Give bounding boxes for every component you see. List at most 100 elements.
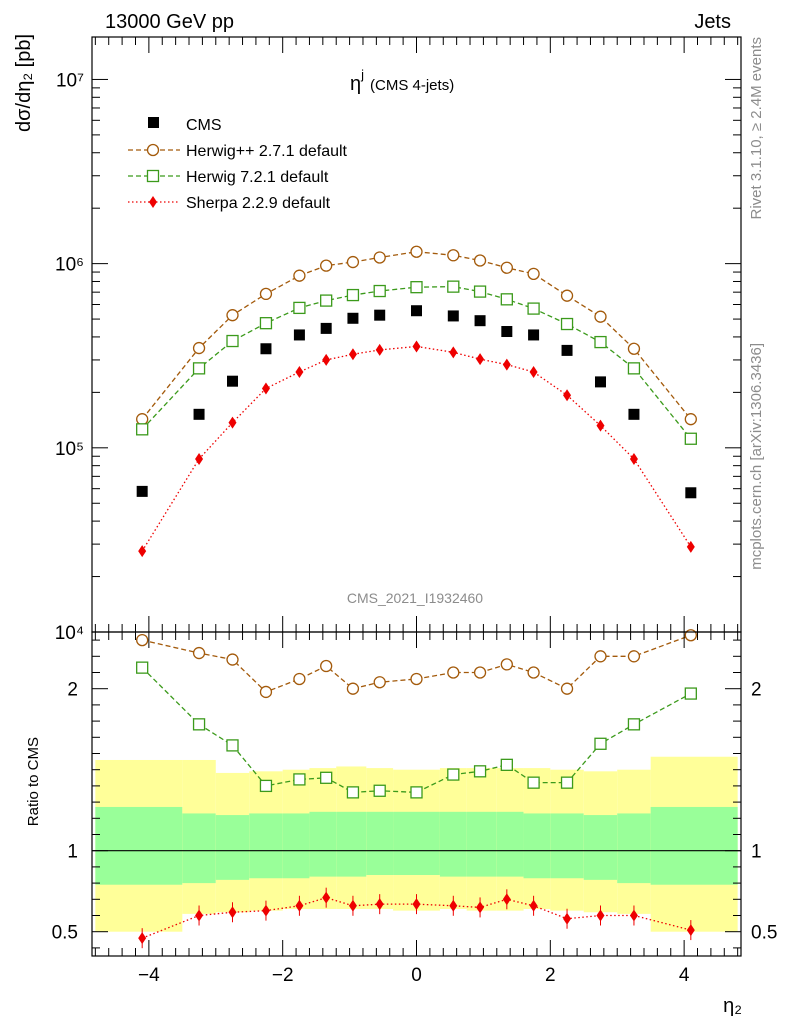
ratio-point — [560, 776, 574, 789]
data-point — [320, 294, 333, 307]
legend-sherpa-label: Sherpa 2.2.9 default — [186, 195, 331, 212]
main-plot-area: 10⁴ 10⁵ 10⁶ 10⁷ — [55, 36, 742, 644]
legend: CMS Herwig++ 2.7.1 default Herwig 7.2.1 … — [128, 117, 348, 212]
data-point — [293, 301, 306, 315]
band-inner-segment — [249, 813, 283, 879]
ratio-point — [686, 924, 695, 937]
data-point — [561, 344, 573, 356]
ratio-point — [500, 658, 513, 671]
data-point — [293, 269, 306, 282]
data-point — [596, 419, 605, 432]
data-point — [259, 317, 273, 330]
data-point — [346, 288, 360, 302]
data-point — [195, 452, 204, 465]
data-point — [346, 255, 360, 269]
x-tick-label: −4 — [138, 965, 160, 986]
data-point — [685, 487, 697, 499]
ratio-ylabel: Ratio to CMS — [25, 737, 42, 826]
data-point — [527, 302, 540, 315]
data-point — [227, 375, 239, 387]
data-point — [563, 389, 572, 402]
data-point — [320, 259, 333, 272]
legend-herwig7-marker — [146, 169, 160, 183]
data-point — [260, 343, 272, 355]
ratio-point — [502, 893, 511, 906]
ratio-point — [473, 666, 487, 679]
ratio-point — [410, 672, 423, 686]
legend-sherpa-marker — [149, 196, 157, 208]
data-point — [410, 281, 423, 294]
legend-cms-label: CMS — [186, 117, 222, 134]
series-line-3 — [141, 345, 692, 552]
ratio-point — [627, 718, 641, 731]
data-point — [320, 322, 332, 334]
data-point — [500, 293, 513, 306]
ratio-point — [563, 912, 572, 925]
ratio-point — [192, 718, 206, 731]
data-point — [629, 452, 638, 465]
y-tick-label: 10⁵ — [55, 439, 84, 460]
y-tick-label: 10⁷ — [56, 70, 84, 91]
ratio-point — [594, 737, 607, 750]
data-point — [348, 348, 357, 361]
ratio-y-tick-label: 0.5 — [751, 923, 777, 944]
data-point — [373, 251, 386, 264]
ratio-point — [596, 909, 605, 922]
data-point — [375, 343, 384, 356]
ratio-point — [560, 682, 574, 695]
legend-herwigpp-marker — [146, 143, 160, 157]
data-point — [226, 309, 239, 322]
data-point — [261, 382, 270, 395]
ratio-point — [136, 633, 149, 647]
ratio-point — [322, 891, 331, 904]
data-point — [473, 285, 487, 298]
data-point — [136, 423, 149, 436]
ratio-xlabel: η₂ — [723, 995, 742, 1017]
band-inner-segment — [550, 813, 584, 879]
data-point — [410, 245, 423, 258]
ratio-point — [500, 758, 513, 771]
ratio-y-tick-label: 1 — [67, 842, 78, 863]
data-point — [347, 312, 359, 324]
legend-herwigpp-label: Herwig++ 2.7.1 default — [186, 143, 348, 160]
ratio-point — [527, 776, 540, 789]
ratio-y-tick-label: 1 — [751, 842, 762, 863]
data-point — [628, 408, 640, 420]
data-point — [627, 362, 641, 375]
ratio-point — [410, 786, 423, 799]
legend-cms: CMS — [148, 117, 222, 134]
ratio-point — [320, 771, 333, 784]
ratio-point — [138, 932, 147, 945]
ratio-point — [348, 899, 357, 912]
ratio-point — [473, 765, 487, 778]
ratio-point — [412, 898, 421, 911]
band-inner-segment — [282, 813, 310, 879]
data-point — [193, 408, 205, 420]
data-point — [295, 366, 304, 379]
panel-title: ηj(CMS 4-jets) — [350, 67, 454, 95]
data-point — [293, 329, 305, 341]
ratio-point — [192, 646, 206, 660]
data-point — [560, 317, 574, 331]
band-inner-segment — [617, 813, 651, 884]
data-point — [136, 485, 148, 497]
band-inner-segment — [95, 806, 183, 885]
x-tick-label: 2 — [545, 965, 556, 986]
data-point — [447, 249, 460, 262]
data-point — [411, 305, 422, 317]
data-point — [527, 267, 540, 281]
band-inner-segment — [466, 811, 497, 877]
data-point — [686, 540, 695, 553]
ratio-point — [261, 904, 270, 917]
x-tick-label: 0 — [411, 965, 422, 986]
data-point — [684, 413, 697, 426]
y-tick-label: 10⁴ — [55, 623, 84, 644]
ratio-y-tick-label: 2 — [67, 680, 78, 701]
ratio-point — [259, 685, 273, 699]
ratio-point — [295, 899, 304, 912]
data-point — [474, 315, 486, 327]
data-point — [529, 366, 538, 379]
band-inner-segment — [336, 811, 367, 877]
ratio-point — [684, 687, 697, 700]
analysis-watermark: CMS_2021_I1932460 — [347, 590, 483, 606]
